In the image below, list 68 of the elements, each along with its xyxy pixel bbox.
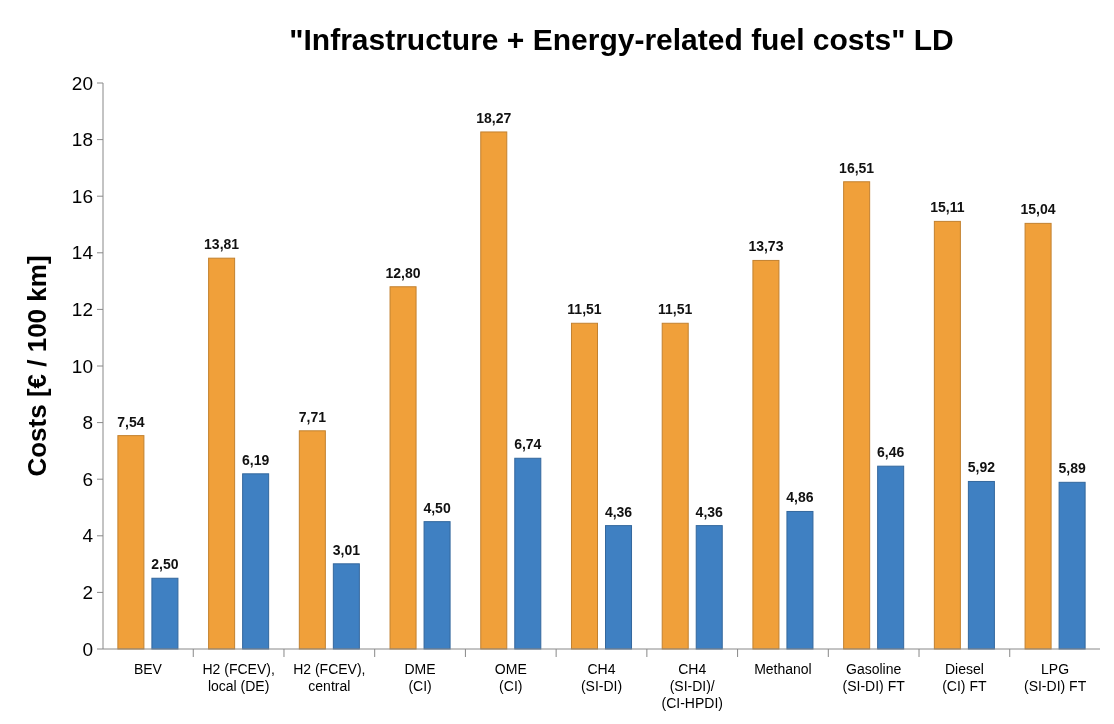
bar (242, 473, 270, 650)
bar (605, 525, 633, 650)
bar (1058, 481, 1086, 650)
bar (514, 457, 542, 650)
data-label: 13,81 (204, 236, 240, 253)
data-label: 4,36 (695, 503, 724, 520)
data-label: 2,50 (151, 556, 179, 573)
bar (389, 286, 417, 650)
data-label: 18,27 (476, 109, 512, 126)
data-label: 16,51 (839, 159, 875, 176)
bar (480, 131, 508, 650)
bar (877, 465, 905, 650)
data-label: 6,19 (242, 451, 270, 468)
bar (208, 257, 236, 650)
bar (117, 435, 145, 650)
data-label: 7,54 (117, 413, 145, 430)
x-tick-label: Gasoline (SI-DI) FT (842, 661, 906, 694)
y-tick-label: 0 (82, 638, 93, 660)
x-tick-label: H2 (FCEV), local (DE) (202, 661, 275, 694)
data-label: 13,73 (748, 238, 784, 255)
y-tick-label: 14 (71, 242, 94, 264)
bar (695, 525, 723, 650)
x-tick-label: Methanol (754, 661, 812, 677)
data-label: 5,92 (967, 459, 996, 476)
y-tick-label: 2 (82, 582, 93, 604)
data-label: 5,89 (1058, 460, 1086, 477)
data-label: 3,01 (332, 541, 361, 558)
data-label: 15,04 (1020, 201, 1056, 218)
bar (1024, 222, 1052, 650)
bar (933, 220, 961, 650)
bar (570, 322, 598, 650)
y-tick-label: 6 (82, 468, 93, 490)
x-tick-label: BEV (133, 661, 163, 677)
y-tick-label: 16 (71, 185, 93, 207)
bar (423, 521, 451, 650)
bar (752, 259, 780, 650)
data-label: 15,11 (930, 199, 965, 216)
bar (332, 563, 360, 650)
data-label: 6,74 (514, 436, 542, 453)
data-label: 12,80 (385, 264, 421, 281)
bar (661, 322, 689, 650)
x-tick-label: Diesel (CI) FT (942, 661, 987, 694)
bar (786, 510, 814, 650)
bar (298, 430, 326, 650)
x-tick-label: CH4 (SI-DI)/ (CI-HPDI) (661, 661, 723, 711)
x-tick-label: OME (CI) (494, 661, 527, 694)
y-tick-label: 18 (71, 129, 93, 151)
x-tick-label: DME (CI) (404, 661, 436, 694)
data-label: 7,71 (298, 408, 327, 425)
bar (843, 181, 871, 650)
bar (151, 577, 179, 650)
x-tick-label: CH4 (SI-DI) (580, 661, 623, 694)
chart-title: "Infrastructure + Energy-related fuel costs" LD (289, 23, 954, 56)
data-label: 11,51 (658, 301, 693, 318)
data-label: 11,51 (567, 301, 602, 318)
data-label: 4,86 (786, 489, 814, 506)
bar (967, 480, 995, 650)
y-tick-label: 4 (82, 525, 94, 547)
data-label: 6,46 (877, 444, 905, 461)
data-label: 4,36 (604, 503, 633, 520)
y-tick-label: 12 (71, 299, 93, 321)
data-label: 4,50 (423, 499, 451, 516)
y-axis-title: Costs [€ / 100 km] (22, 255, 52, 477)
y-tick-label: 20 (71, 72, 93, 94)
x-tick-label: LPG (SI-DI) FT (1023, 661, 1087, 694)
y-tick-label: 10 (71, 355, 93, 377)
x-tick-label: H2 (FCEV), central (293, 661, 366, 694)
y-tick-label: 8 (82, 412, 93, 434)
